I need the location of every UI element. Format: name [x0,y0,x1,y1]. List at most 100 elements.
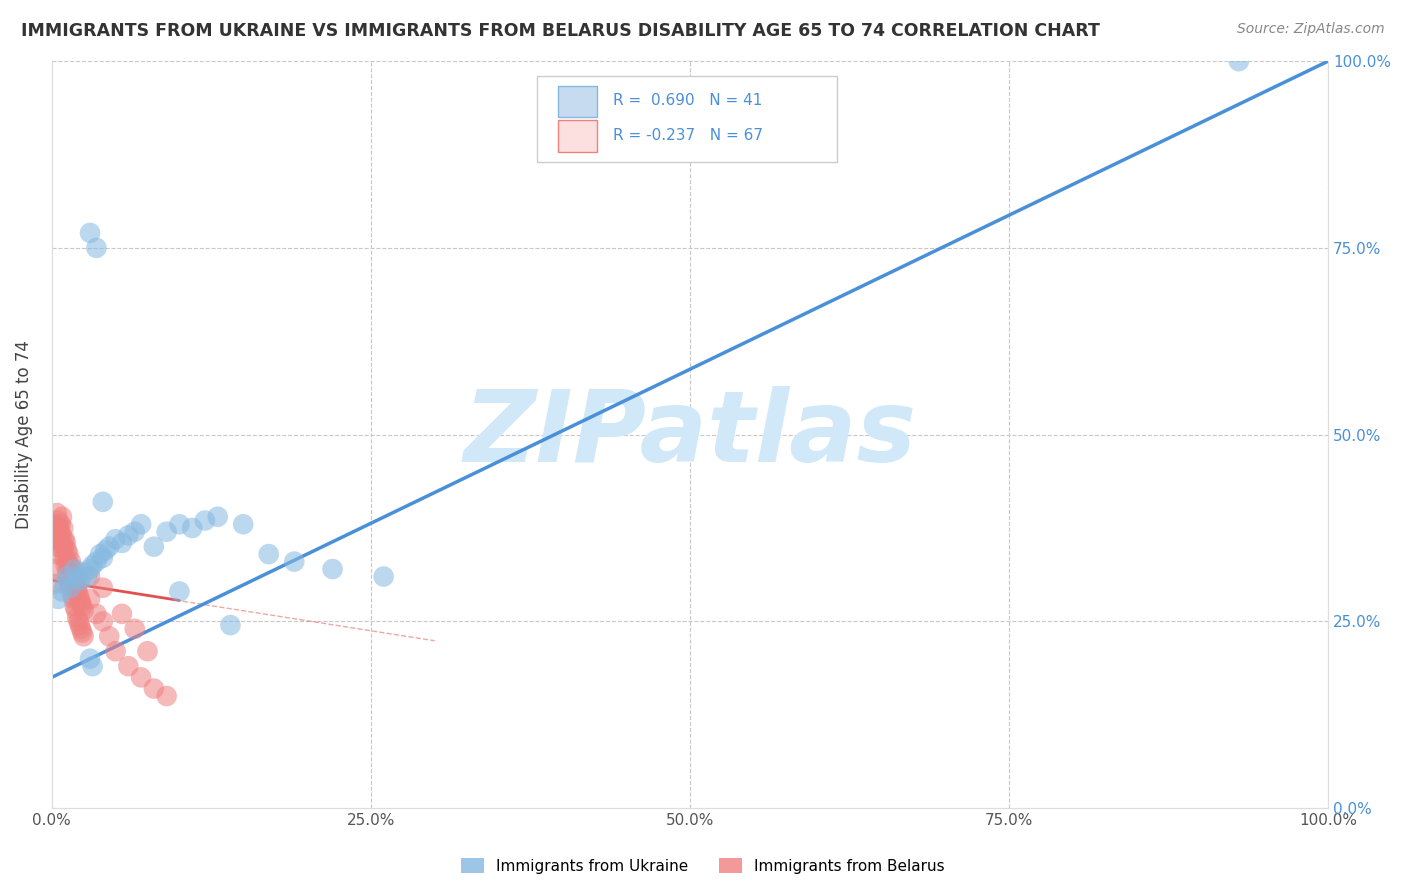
Point [48,524,70,539]
Point [45,562,67,576]
Point [59,558,82,573]
Point [66,581,89,595]
Point [59,581,82,595]
Point [1227,54,1250,69]
Point [169,584,191,599]
Point [98,629,121,643]
Point [104,532,127,546]
Point [66,584,89,599]
Point [322,562,344,576]
Point [63,574,86,588]
Point [207,509,229,524]
Point [181,521,204,535]
Point [117,659,139,673]
Point [60,562,83,576]
Point [44,577,66,591]
Point [111,607,134,621]
Point [89,547,111,561]
Point [53,550,76,565]
Point [65,603,87,617]
Point [104,644,127,658]
Point [49,517,72,532]
Point [60,588,83,602]
Point [76,569,98,583]
Point [86,241,108,255]
Point [79,651,101,665]
Point [69,618,91,632]
Point [73,603,96,617]
Point [117,528,139,542]
Point [91,550,114,565]
Point [82,659,104,673]
Point [66,569,89,583]
Point [124,622,146,636]
Point [169,517,191,532]
Point [82,558,104,573]
Point [373,569,395,583]
Point [58,574,80,588]
Point [48,521,70,535]
Point [56,543,79,558]
Point [51,536,73,550]
Point [65,577,87,591]
Text: ZIPatlas: ZIPatlas [464,386,917,483]
Y-axis label: Disability Age 65 to 74: Disability Age 65 to 74 [15,340,32,529]
Point [129,517,152,532]
Point [45,547,67,561]
Point [86,555,108,569]
Text: R =  0.690   N = 41: R = 0.690 N = 41 [613,94,762,108]
Point [142,681,165,696]
Point [59,555,82,569]
Point [52,521,75,535]
Point [55,558,77,573]
Point [70,596,93,610]
Point [194,514,217,528]
FancyBboxPatch shape [537,76,837,162]
FancyBboxPatch shape [558,86,596,117]
Point [56,566,79,580]
Point [56,555,79,569]
Point [142,540,165,554]
Point [46,591,69,606]
Point [79,569,101,583]
Point [124,524,146,539]
Point [45,517,67,532]
Point [91,495,114,509]
Point [49,532,72,546]
Point [79,562,101,576]
Point [79,226,101,240]
Point [52,543,75,558]
Point [59,577,82,591]
Point [136,644,159,658]
Point [72,599,94,614]
Point [98,540,121,554]
Point [53,577,76,591]
Point [91,581,114,595]
Point [86,607,108,621]
Point [63,562,86,576]
Point [70,622,93,636]
Point [59,581,82,595]
Text: R = -0.237   N = 67: R = -0.237 N = 67 [613,128,763,143]
Point [46,540,69,554]
Text: Source: ZipAtlas.com: Source: ZipAtlas.com [1237,22,1385,37]
Point [111,536,134,550]
Point [46,514,69,528]
Legend: Immigrants from Ukraine, Immigrants from Belarus: Immigrants from Ukraine, Immigrants from… [456,852,950,880]
Point [91,615,114,629]
Point [72,625,94,640]
Point [53,540,76,554]
Point [56,569,79,583]
Point [58,547,80,561]
Point [46,532,69,546]
Point [129,670,152,684]
Point [45,506,67,520]
Point [63,599,86,614]
Point [94,543,117,558]
Point [257,547,280,561]
Point [67,588,90,602]
Point [219,618,242,632]
Point [73,566,96,580]
Point [67,615,90,629]
Point [51,509,73,524]
